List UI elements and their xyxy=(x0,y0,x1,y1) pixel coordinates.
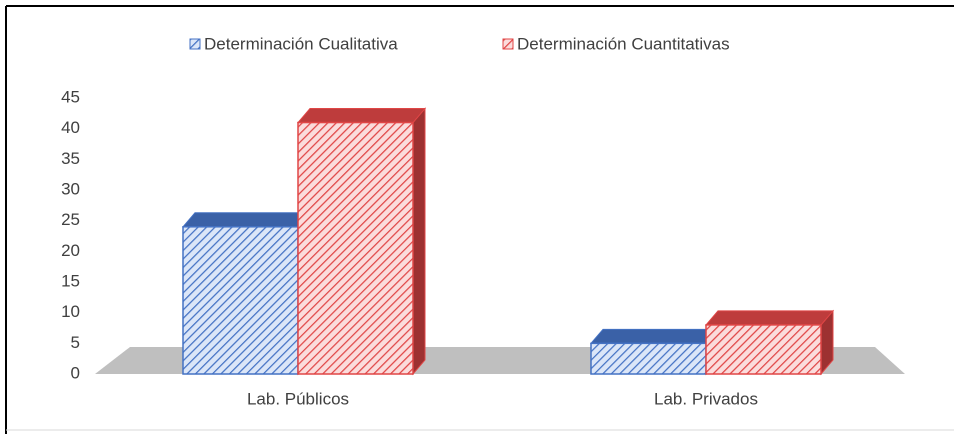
bar-top xyxy=(704,310,835,326)
bar-top xyxy=(296,108,427,124)
y-tick-label: 15 xyxy=(61,271,80,290)
y-tick-label: 40 xyxy=(61,118,80,137)
y-tick-label: 0 xyxy=(71,363,80,382)
legend-label: Determinación Cuantitativas xyxy=(517,34,730,53)
legend-swatch xyxy=(502,38,514,50)
legend-swatch xyxy=(189,38,201,50)
y-tick-label: 20 xyxy=(61,241,80,260)
bar xyxy=(590,342,707,375)
y-tick-label: 30 xyxy=(61,179,80,198)
bar xyxy=(297,121,414,375)
y-tick-label: 5 xyxy=(71,333,80,352)
bar-side xyxy=(412,107,426,376)
bar-top xyxy=(589,328,720,344)
y-tick-label: 10 xyxy=(61,302,80,321)
bar xyxy=(182,226,299,375)
x-tick-label: Lab. Públicos xyxy=(247,389,349,408)
y-tick-label: 35 xyxy=(61,149,80,168)
bar xyxy=(705,324,822,375)
y-tick-label: 45 xyxy=(61,87,80,106)
y-tick-label: 25 xyxy=(61,210,80,229)
legend-label: Determinación Cualitativa xyxy=(204,34,398,53)
x-tick-label: Lab. Privados xyxy=(654,389,758,408)
bar-top xyxy=(181,212,312,228)
